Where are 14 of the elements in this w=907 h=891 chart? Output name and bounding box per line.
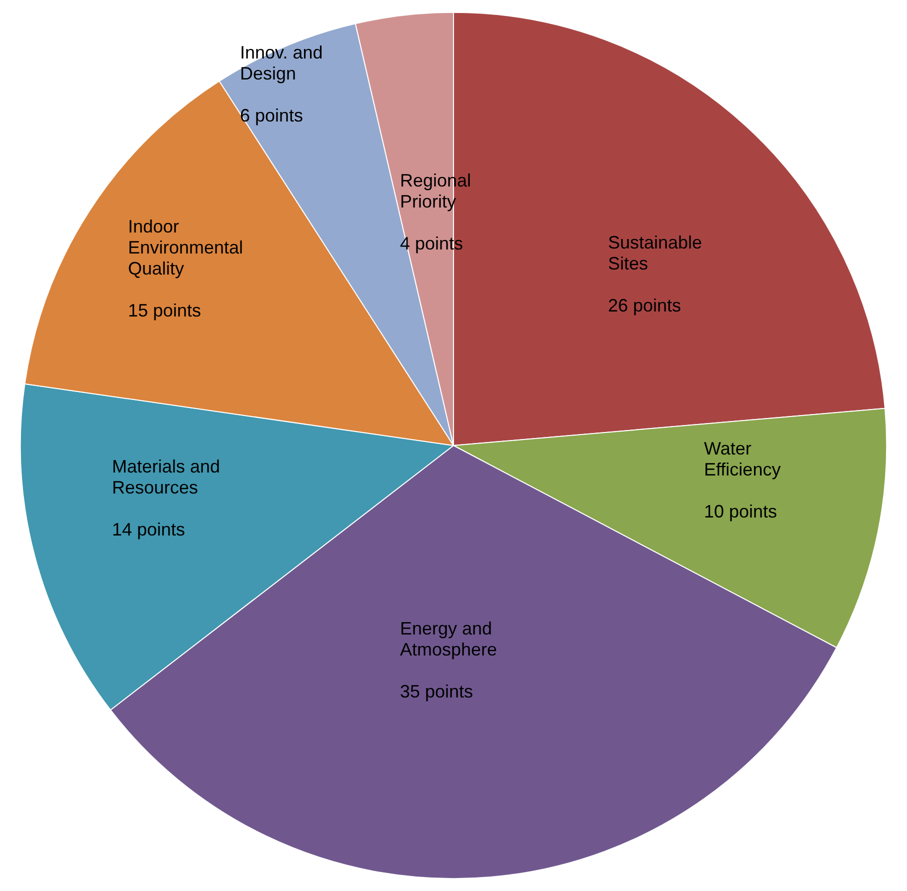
data-label: 4 points	[400, 234, 464, 254]
slice-label: Water Efficiency	[704, 438, 781, 480]
data-label: 6 points	[240, 106, 304, 126]
data-label: 15 points	[128, 300, 202, 320]
data-label: 35 points	[400, 682, 474, 702]
slice-label: Indoor Environmental Quality	[128, 216, 248, 278]
slice-label: Regional Priority	[400, 170, 476, 212]
slice-label: Innov. and Design	[240, 42, 328, 84]
slice-label: Sustainable Sites	[608, 232, 708, 274]
data-label: 26 points	[608, 296, 682, 316]
data-label: 10 points	[704, 502, 778, 522]
slice-label: Energy and Atmosphere	[400, 618, 498, 660]
slice-label: Materials and Resources	[112, 456, 226, 498]
data-label: 14 points	[112, 520, 186, 540]
